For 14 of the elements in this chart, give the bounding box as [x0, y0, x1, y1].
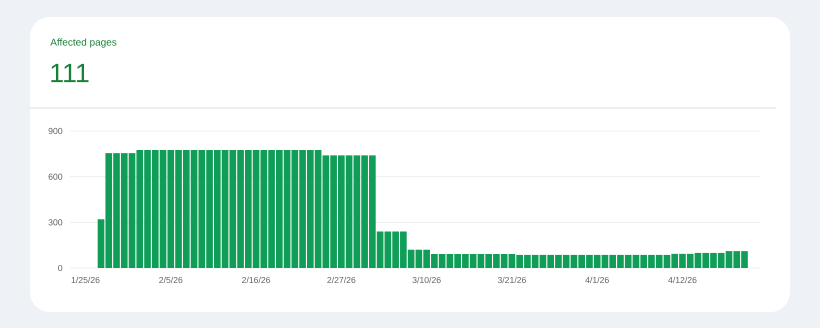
x-tick-label: 2/5/26: [159, 276, 182, 284]
y-tick-label: 300: [48, 219, 62, 226]
x-tick-label: 3/21/26: [498, 276, 526, 284]
y-tick-label: 900: [48, 128, 62, 134]
y-tick-label: 600: [48, 174, 62, 180]
chart-title: Affected pages: [50, 38, 116, 48]
x-tick-label: 4/12/26: [668, 276, 697, 284]
x-tick-label: 4/1/26: [585, 276, 609, 284]
x-tick-label: 1/25/26: [72, 276, 100, 284]
x-tick-label: 2/16/26: [242, 276, 270, 284]
x-tick-label: 2/27/26: [327, 276, 356, 284]
y-tick-label: 0: [58, 264, 62, 272]
x-tick-label: 3/10/26: [412, 276, 441, 284]
chart-subtitle: 111: [51, 64, 89, 82]
